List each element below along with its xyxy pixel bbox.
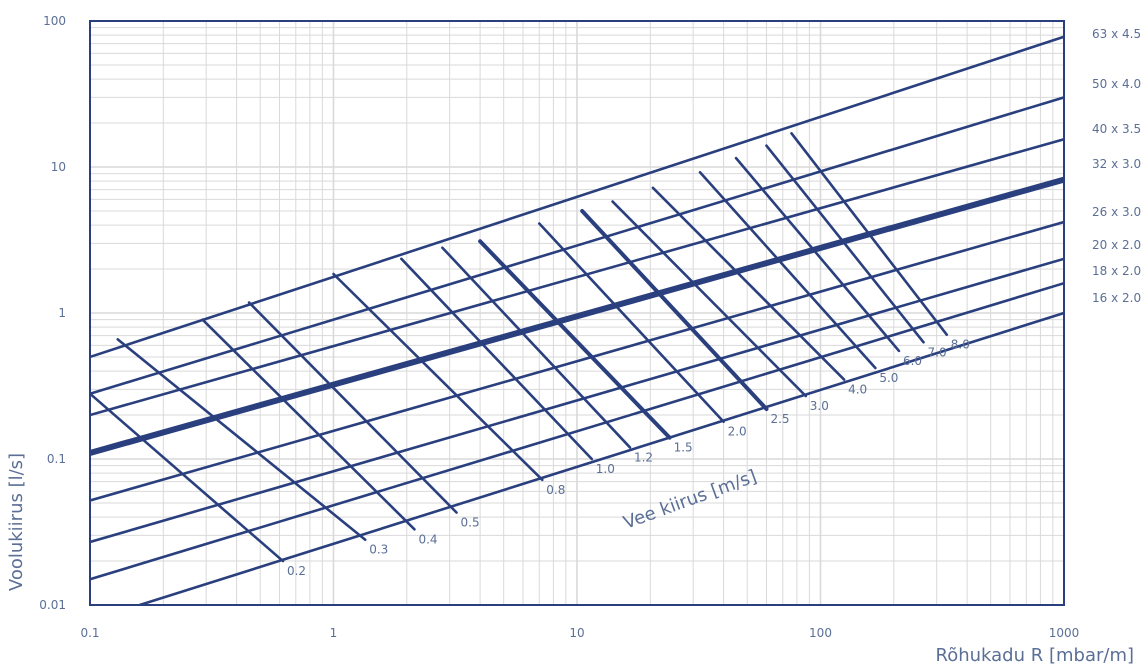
series-line-40-x-3-5 (90, 137, 1064, 417)
velocity-label-3-0: 3.0 (810, 399, 829, 413)
velocity-label-1-0: 1.0 (596, 462, 615, 476)
plot-frame (89, 20, 1065, 606)
velocity-line-1-5 (478, 239, 672, 440)
velocity-label-0-2: 0.2 (287, 564, 306, 578)
velocity-line-0-4 (201, 318, 416, 531)
velocity-label-6-0: 6.0 (903, 354, 922, 368)
velocity-line-5-0 (698, 170, 877, 370)
series-line-32-x-3-0 (90, 176, 1064, 456)
x-tick-label: 1 (330, 626, 338, 640)
velocity-axis-title: Vee kiirus [m/s] (621, 466, 760, 534)
velocity-label-8-0: 8.0 (951, 338, 970, 352)
series-line-50-x-4-0 (90, 96, 1064, 396)
velocity-label-1-5: 1.5 (674, 441, 693, 455)
velocity-line-3-0 (611, 200, 808, 398)
series-label-20-x-2-0: 20 x 2.0 (1092, 238, 1141, 252)
series-label-18-x-2-0: 18 x 2.0 (1092, 264, 1141, 278)
velocity-line-1-2 (441, 246, 632, 449)
velocity-line-2-5 (580, 208, 769, 412)
y-tick-label: 0.1 (47, 452, 66, 466)
velocity-line-2-0 (537, 222, 725, 424)
series-label-32-x-3-0: 32 x 3.0 (1092, 157, 1141, 171)
velocity-label-0-4: 0.4 (418, 532, 437, 546)
velocity-label-4-0: 4.0 (848, 383, 867, 397)
velocity-line-0-3 (116, 338, 367, 542)
series-line-63-x-4-5 (90, 35, 1064, 359)
velocity-line-0-2 (90, 392, 285, 563)
series-line-16-x-2-0 (138, 311, 1064, 605)
velocity-line-4-0 (651, 186, 846, 381)
x-tick-label: 100 (809, 626, 832, 640)
velocity-label-0-8: 0.8 (546, 483, 565, 497)
velocity-label-7-0: 7.0 (928, 345, 947, 359)
series-label-26-x-3-0: 26 x 3.0 (1092, 205, 1141, 219)
x-axis-title: Rõhukadu R [mbar/m] (936, 645, 1134, 666)
velocity-label-2-0: 2.0 (728, 425, 747, 439)
y-tick-label: 0.01 (39, 598, 66, 612)
velocity-line-1-0 (400, 257, 594, 461)
series-line-20-x-2-0 (90, 257, 1064, 544)
series-line-26-x-3-0 (90, 220, 1064, 502)
x-tick-label: 10 (569, 626, 584, 640)
y-axis-title: Voolukiirus [l/s] (6, 453, 27, 591)
velocity-label-1-2: 1.2 (634, 450, 653, 464)
series-label-63-x-4-5: 63 x 4.5 (1092, 27, 1141, 41)
series-label-40-x-3-5: 40 x 3.5 (1092, 122, 1141, 136)
series-label-50-x-4-0: 50 x 4.0 (1092, 77, 1141, 91)
x-tick-label: 1000 (1049, 626, 1080, 640)
y-tick-label: 100 (43, 14, 66, 28)
series-line-18-x-2-0 (90, 281, 1064, 581)
velocity-line-6-0 (734, 156, 901, 353)
x-tick-label: 0.1 (80, 626, 99, 640)
velocity-label-0-3: 0.3 (369, 543, 388, 557)
y-tick-label: 1 (58, 306, 66, 320)
velocity-line-0-5 (247, 301, 458, 514)
series-label-16-x-2-0: 16 x 2.0 (1092, 291, 1141, 305)
velocity-label-0-5: 0.5 (461, 516, 480, 530)
y-tick-label: 10 (51, 160, 66, 174)
velocity-label-5-0: 5.0 (879, 371, 898, 385)
velocity-label-2-5: 2.5 (770, 412, 789, 426)
